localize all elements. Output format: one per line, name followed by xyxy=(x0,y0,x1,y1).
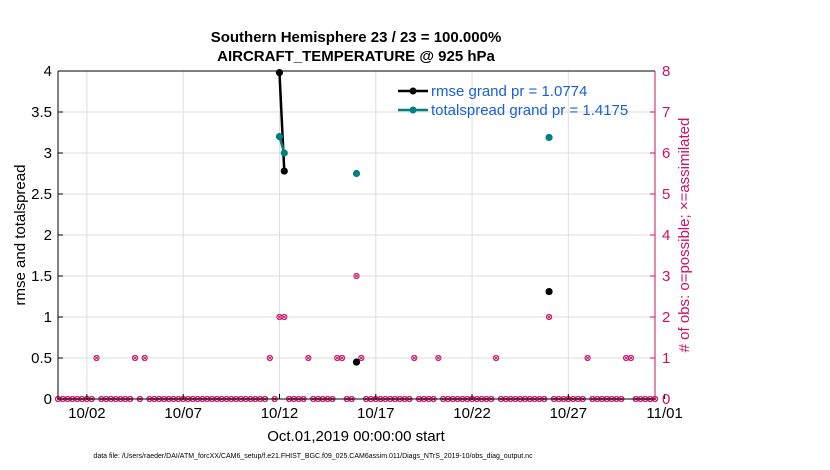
obs-possible-marker xyxy=(93,354,100,362)
obs-assimilated-marker xyxy=(493,355,499,361)
rmse-point xyxy=(275,69,284,77)
y-tick-label: 4 xyxy=(44,63,52,80)
obs-possible-marker xyxy=(141,354,148,362)
obs-assimilated-marker xyxy=(267,355,273,361)
legend-totalspread-marker xyxy=(409,106,417,114)
obs-possible-marker xyxy=(305,354,312,362)
chart-subtitle: AIRCRAFT_TEMPERATURE @ 925 hPa xyxy=(217,48,495,65)
obs-possible-marker xyxy=(338,354,346,362)
obs-possible-marker xyxy=(353,272,360,280)
legend-rmse-label: rmse grand pr = 1.0774 xyxy=(431,83,587,100)
obs-possible-marker xyxy=(281,313,288,321)
y-right-tick-label: 3 xyxy=(662,268,670,285)
x-axis-label: Oct.01,2019 00:00:00 start xyxy=(267,428,445,445)
y-tick-label: 3.5 xyxy=(31,104,52,121)
y-tick-label: 2 xyxy=(44,227,52,244)
y-right-tick-label: 6 xyxy=(662,145,670,162)
rmse-point xyxy=(352,358,361,366)
legend: rmse grand pr = 1.0774 totalspread grand… xyxy=(398,83,628,119)
obs-assimilated-marker xyxy=(142,355,148,361)
y-right-tick-label: 5 xyxy=(662,186,670,203)
obs-possible-marker xyxy=(545,313,553,321)
obs-assimilated-marker xyxy=(339,355,345,361)
y-right-tick-labels: 0 1 2 3 4 5 6 7 8 xyxy=(662,63,670,408)
x-tick-label: 10/22 xyxy=(453,405,491,422)
y-tick-label: 1 xyxy=(44,309,52,326)
y-tick-label: 2.5 xyxy=(31,186,52,203)
y-right-tick-label: 8 xyxy=(662,63,670,80)
x-tick-label: 11/01 xyxy=(646,405,682,422)
obs-possible-marker xyxy=(131,354,139,362)
y-axis-label: rmse and totalspread xyxy=(12,165,29,306)
obs-possible-marker xyxy=(435,354,442,362)
y-tick-label: 0 xyxy=(44,391,52,408)
obs-assimilated-marker xyxy=(334,355,340,361)
obs-assimilated-marker xyxy=(585,355,591,361)
y-right-tick-label: 0 xyxy=(662,391,670,408)
obs-assimilated-marker xyxy=(435,355,441,361)
obs-assimilated-marker xyxy=(353,273,360,279)
x-tick-label: 10/07 xyxy=(164,405,202,422)
rmse-point xyxy=(280,167,288,175)
totalspread-point xyxy=(280,149,288,157)
y-right-tick-label: 2 xyxy=(662,309,670,326)
obs-assimilated-marker xyxy=(628,355,634,361)
rmse-point xyxy=(545,287,553,296)
obs-assimilated-marker xyxy=(276,314,283,320)
obs-possible-marker xyxy=(584,354,591,362)
legend-rmse-marker xyxy=(409,87,417,95)
obs-possible-marker xyxy=(493,354,500,362)
totalspread-point xyxy=(275,133,284,141)
y-tick-labels: 0 0.5 1 1.5 2 2.5 3 3.5 4 xyxy=(31,63,52,408)
obs-assimilated-marker xyxy=(93,355,100,361)
grid xyxy=(58,71,655,399)
obs-assimilated-marker xyxy=(411,355,417,361)
y-tick-label: 1.5 xyxy=(31,268,52,285)
x-tick-label: 10/12 xyxy=(261,405,299,422)
series-lines xyxy=(275,69,553,366)
x-tick-label: 10/27 xyxy=(550,405,588,422)
y-right-tick-label: 7 xyxy=(662,104,670,121)
obs-assimilated-marker xyxy=(358,355,364,361)
obs-assimilated-marker xyxy=(546,314,552,320)
obs-possible-marker xyxy=(266,354,273,362)
y-right-tick-label: 4 xyxy=(662,227,670,244)
obs-count-markers xyxy=(54,272,659,403)
totalspread-point xyxy=(545,133,553,142)
legend-totalspread-label: totalspread grand pr = 1.4175 xyxy=(431,102,628,119)
obs-assimilated-marker xyxy=(305,355,311,361)
y-right-axis-label: # of obs: o=possible; ×=assimilated xyxy=(676,118,693,353)
chart-title: Southern Hemisphere 23 / 23 = 100.000% xyxy=(211,29,502,46)
y-tick-label: 3 xyxy=(44,145,52,162)
obs-possible-marker xyxy=(411,354,418,362)
y-tick-label: 0.5 xyxy=(31,350,52,367)
obs-assimilated-marker xyxy=(281,314,287,320)
x-tick-label: 10/17 xyxy=(357,405,395,422)
obs-possible-marker xyxy=(627,354,635,362)
obs-assimilated-marker xyxy=(132,355,138,361)
x-tick-labels: 10/02 10/07 10/12 10/17 10/22 10/27 11/01 xyxy=(68,405,683,422)
obs-assimilated-marker xyxy=(623,355,629,361)
totalspread-point xyxy=(352,169,361,178)
axes xyxy=(57,70,666,400)
obs-possible-marker xyxy=(358,354,365,362)
footer-datafile: data file: /Users/raeder/DAI/ATM_forcXX/… xyxy=(93,453,533,460)
x-tick-label: 10/02 xyxy=(68,405,106,422)
y-right-tick-label: 1 xyxy=(662,350,670,367)
